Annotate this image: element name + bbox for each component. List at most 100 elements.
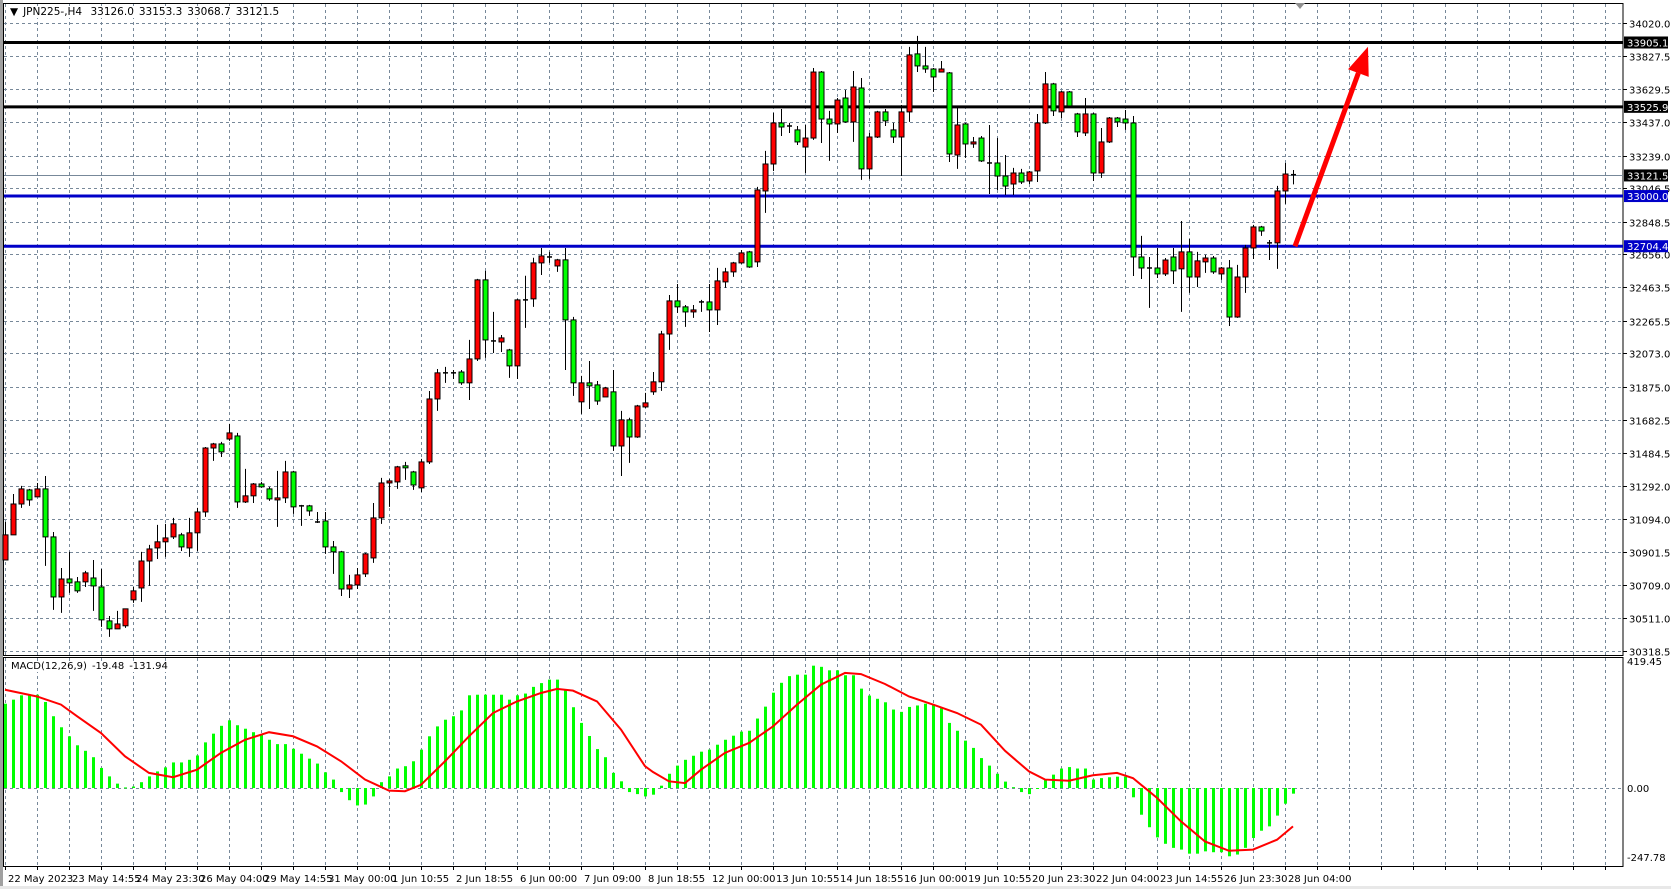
candle-body [234, 435, 241, 503]
macd-histogram-bar [980, 758, 983, 788]
macd-histogram-bar [92, 757, 95, 788]
macd-histogram-bar [396, 768, 399, 788]
price-axis-label: 30511.0 [1629, 615, 1670, 626]
candle-body [538, 255, 545, 264]
price-axis-label: 33437.0 [1629, 119, 1670, 130]
candle-body [498, 337, 505, 343]
price-axis-label: 33827.5 [1629, 53, 1670, 64]
candle-body [282, 471, 289, 499]
candle-body [746, 251, 753, 268]
symbol-menu-triangle-down-icon[interactable]: ▼ [10, 6, 19, 18]
price-axis-label: 30318.5 [1629, 648, 1670, 659]
macd-histogram-bar [12, 699, 15, 788]
macd-histogram-bar [556, 679, 559, 788]
candle-body [1026, 171, 1033, 182]
time-axis-label: 22 May 2023 [8, 874, 73, 885]
candle-body [962, 123, 969, 145]
candle-body [210, 443, 217, 449]
candle-body [1178, 251, 1185, 270]
macd-histogram-bar [164, 767, 167, 788]
candle-body [1186, 251, 1193, 278]
macd-histogram-bar [708, 749, 711, 788]
macd-histogram-bar [892, 709, 895, 788]
macd-signal-value: -131.94 [129, 661, 168, 672]
candle-body [346, 584, 353, 590]
candle-body [610, 391, 617, 447]
ohlc-close: 33121.5 [235, 6, 280, 18]
candle-body [650, 381, 657, 393]
macd-histogram-bar [660, 785, 663, 788]
candle-body [426, 398, 433, 463]
macd-histogram-bar [1140, 788, 1143, 815]
macd-histogram-bar [476, 694, 479, 788]
candle-body [114, 623, 121, 630]
candle-body [1138, 256, 1145, 269]
candle-body [514, 299, 521, 367]
price-axis-label: 31682.5 [1629, 417, 1670, 428]
macd-histogram-bar [580, 722, 583, 788]
macd-histogram-bar [1196, 788, 1199, 854]
macd-histogram-bar [620, 781, 623, 788]
macd-histogram-bar [716, 744, 719, 788]
macd-histogram-bar [308, 758, 311, 788]
macd-histogram-bar [804, 674, 807, 788]
candle-body [378, 482, 385, 519]
macd-histogram-bar [388, 776, 391, 788]
candle-body [570, 319, 577, 384]
candle-body [1050, 83, 1057, 112]
macd-histogram-bar [460, 710, 463, 788]
time-axis-label: 16 Jun 00:00 [904, 874, 968, 885]
time-axis-label: 31 May 00:00 [328, 874, 397, 885]
macd-histogram-bar [1156, 788, 1159, 838]
macd-histogram-bar [1068, 767, 1071, 788]
arrow-head-icon[interactable] [1348, 46, 1369, 77]
candle-body [826, 118, 833, 125]
price-axis-label: 33046.5 [1629, 185, 1670, 196]
candle-body [850, 86, 857, 123]
candle-body [1018, 172, 1025, 183]
candle-body [770, 122, 777, 165]
time-axis-label: 19 Jun 10:55 [968, 874, 1032, 885]
price-axis-label: 31484.5 [1629, 450, 1670, 461]
macd-histogram-bar [148, 776, 151, 788]
chart-shift-triangle-icon[interactable] [1295, 3, 1305, 9]
price-axis-label: 32848.5 [1629, 219, 1670, 230]
candle-body [42, 488, 49, 538]
candle-body [666, 300, 673, 335]
candle-body [858, 87, 865, 170]
macd-histogram-bar [764, 706, 767, 788]
candle-body [186, 532, 193, 549]
time-axis-label: 1 Jun 10:55 [392, 874, 449, 885]
macd-histogram-bar [36, 694, 39, 788]
macd-histogram-bar [44, 701, 47, 788]
candle-body [978, 137, 985, 162]
macd-label: MACD(12,26,9) -19.48 -131.94 [9, 661, 175, 672]
candle-body [1234, 276, 1241, 318]
time-axis-label: 8 Jun 18:55 [648, 874, 705, 885]
level-price-tag [1624, 169, 1668, 182]
macd-histogram-bar [916, 705, 919, 788]
macd-histogram-bar [820, 666, 823, 788]
macd-histogram-bar [972, 747, 975, 788]
candle-body [1090, 113, 1097, 174]
price-axis-label: 34020.0 [1629, 20, 1670, 31]
macd-histogram-bar [540, 683, 543, 788]
macd-histogram-bar [884, 702, 887, 788]
candle-body [1114, 117, 1121, 123]
candle-body [218, 443, 225, 453]
macd-histogram-bar [212, 733, 215, 788]
level-price-tag [1624, 240, 1668, 253]
macd-histogram-bar [788, 676, 791, 788]
price-axis-label: 30709.0 [1629, 582, 1670, 593]
macd-histogram-bar [1172, 788, 1175, 848]
macd-histogram-bar [76, 745, 79, 788]
macd-histogram-bar [468, 695, 471, 788]
trend-arrow-shaft[interactable] [1292, 72, 1361, 248]
macd-histogram-bar [844, 675, 847, 788]
macd-histogram-bar [116, 783, 119, 788]
macd-axis-label: 0.00 [1627, 784, 1649, 795]
macd-histogram-bar [532, 686, 535, 788]
macd-histogram-bar [1284, 788, 1287, 804]
ohlc-high: 33153.3 [138, 6, 183, 18]
